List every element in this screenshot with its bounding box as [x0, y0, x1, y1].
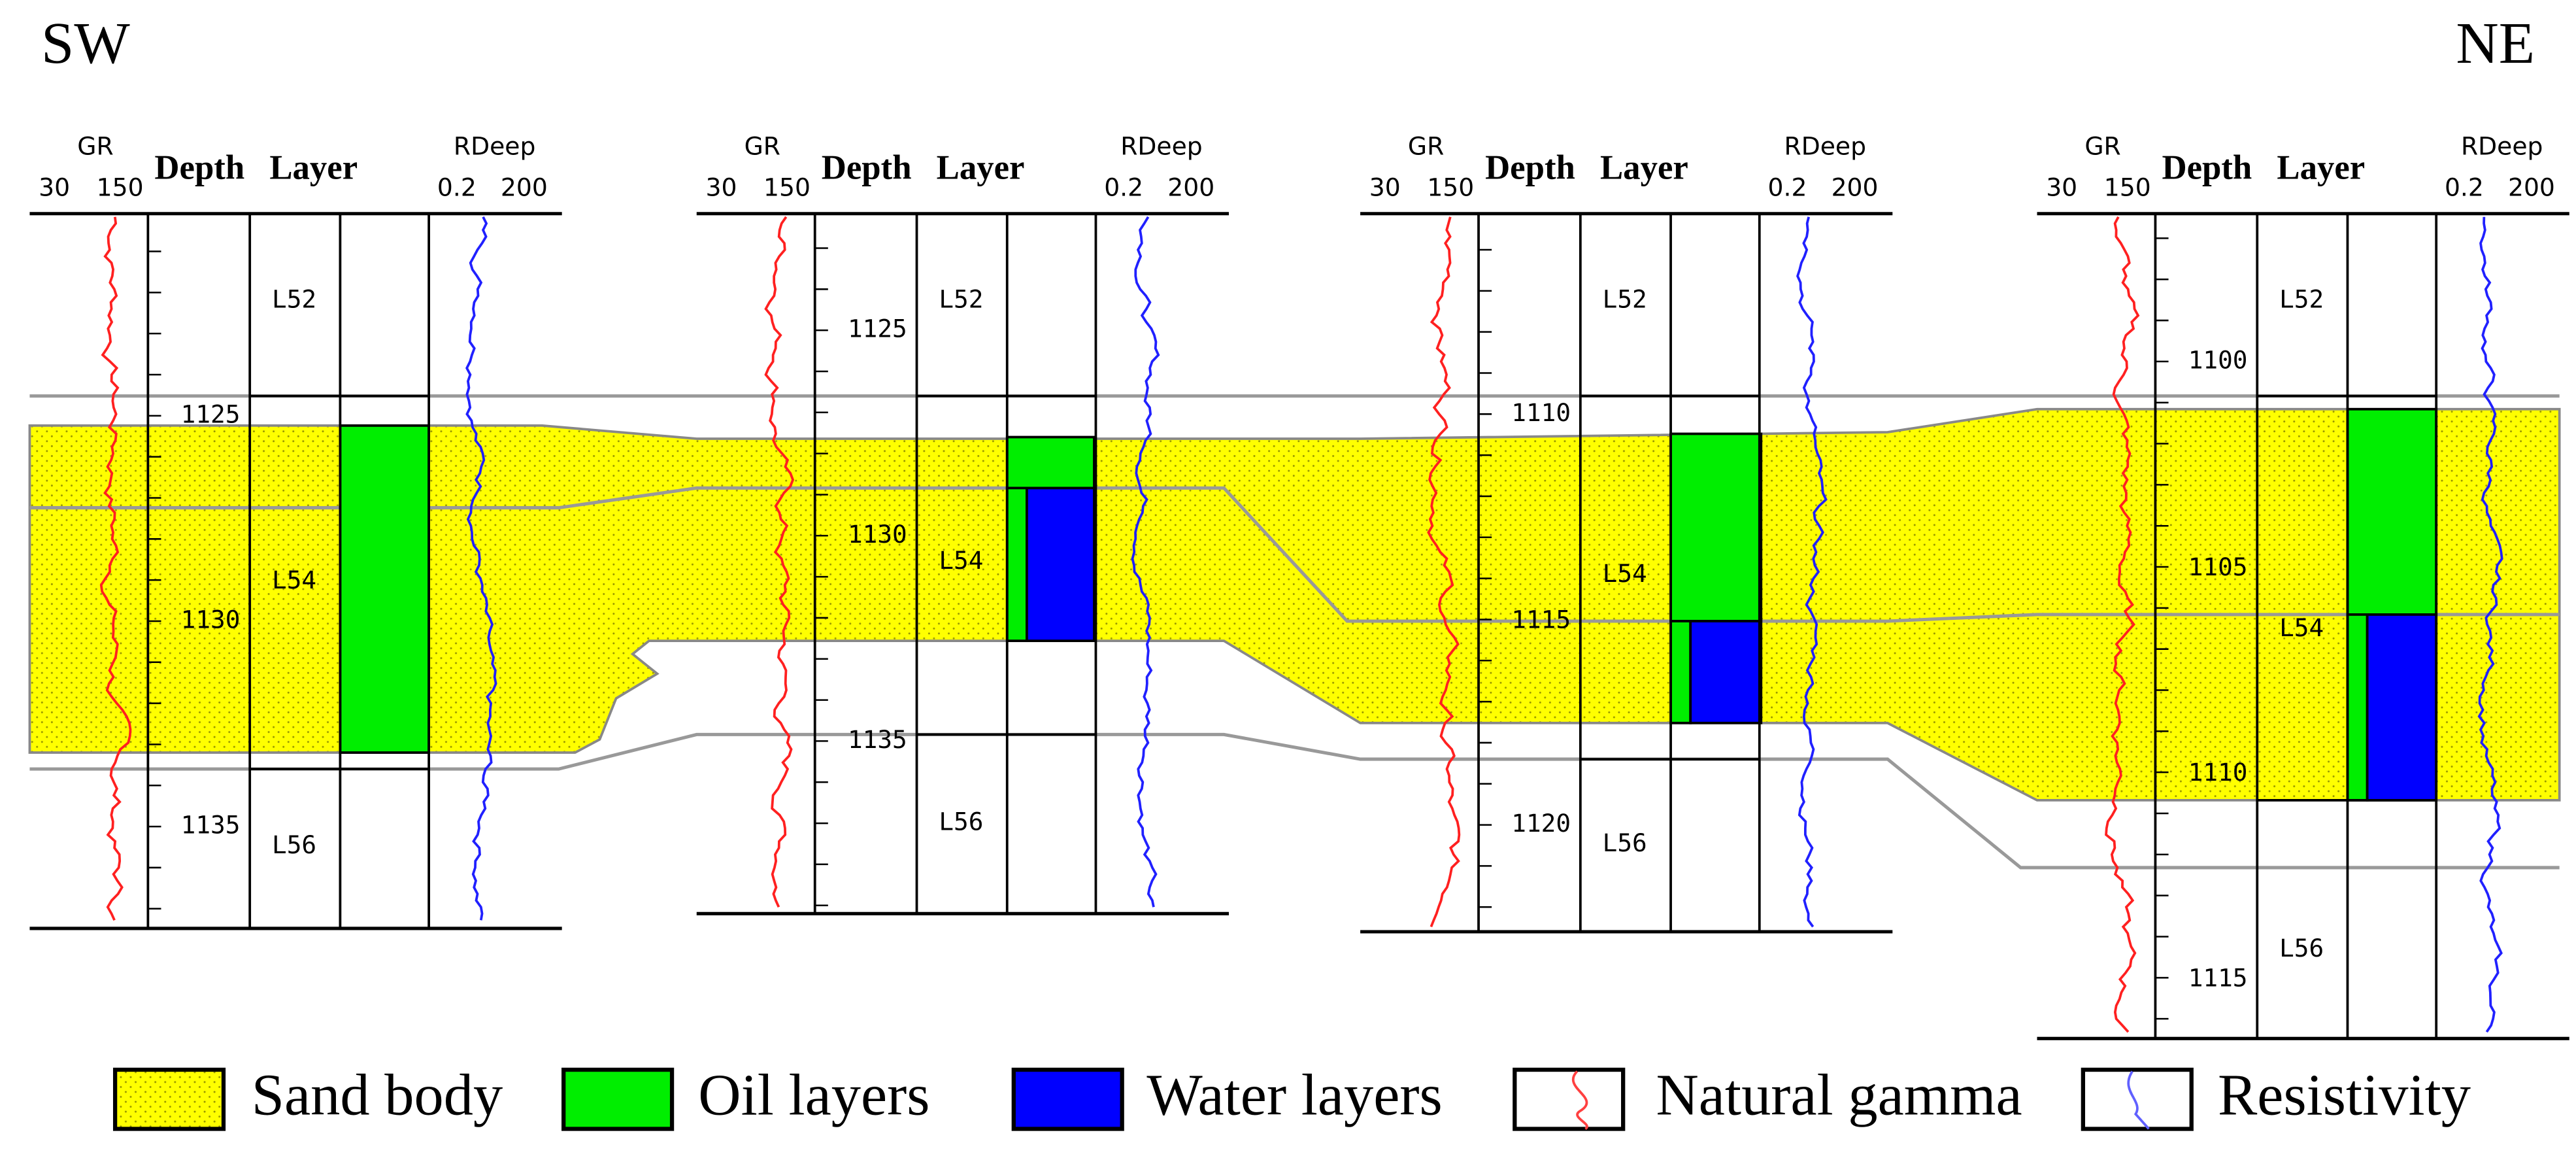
fluid-layer — [1669, 432, 1763, 622]
legend-label: Sand body — [252, 1062, 503, 1128]
rdeep-min: 0.2 — [1768, 173, 1807, 202]
gr-min: 30 — [2046, 173, 2077, 202]
direction-label: NE — [2456, 10, 2535, 76]
layer-label: L54 — [2279, 613, 2324, 642]
gr-label: GR — [2084, 132, 2120, 161]
layer-label: L52 — [1603, 284, 1647, 313]
depth-label: 1135 — [848, 725, 907, 754]
rdeep-label: RDeep — [1784, 132, 1867, 161]
gr-max: 150 — [1427, 173, 1474, 202]
fluid-layer — [1005, 486, 1028, 643]
fluid-layer — [2366, 613, 2438, 802]
log-curve — [99, 216, 132, 921]
rdeep-max: 200 — [1832, 173, 1879, 202]
gr-label: GR — [77, 132, 113, 161]
depth-header: Depth — [154, 148, 244, 186]
legend-label: Resistivity — [2218, 1062, 2471, 1128]
legend-curve — [1571, 1070, 1588, 1130]
fluid-layer — [2346, 407, 2438, 616]
fluid-layer — [1689, 620, 1763, 724]
layer-header: Layer — [269, 148, 358, 186]
direction-label: SW — [41, 10, 130, 76]
depth-header: Depth — [1485, 148, 1575, 186]
gr-label: GR — [744, 132, 780, 161]
layer-label: L56 — [939, 808, 983, 836]
gr-label: GR — [1408, 132, 1444, 161]
rdeep-max: 200 — [1167, 173, 1214, 202]
layer-label: L52 — [272, 284, 316, 313]
depth-label: 1100 — [2188, 345, 2248, 374]
gr-min: 30 — [705, 173, 737, 202]
layer-header: Layer — [2277, 148, 2365, 186]
legend-swatch — [1513, 1067, 1626, 1131]
layer-header: Layer — [937, 148, 1025, 186]
gr-max: 150 — [763, 173, 811, 202]
rdeep-min: 0.2 — [437, 173, 477, 202]
log-curve — [465, 216, 497, 921]
log-curve — [1131, 216, 1160, 908]
depth-header: Depth — [822, 148, 912, 186]
layer-label: L56 — [1603, 828, 1647, 857]
depth-label: 1125 — [181, 400, 241, 428]
rdeep-label: RDeep — [1120, 132, 1203, 161]
gr-max: 150 — [97, 173, 144, 202]
legend-label: Oil layers — [698, 1062, 929, 1128]
legend-label: Natural gamma — [1656, 1062, 2022, 1128]
depth-label: 1110 — [2188, 758, 2248, 787]
depth-label: 1135 — [181, 811, 241, 840]
rdeep-label: RDeep — [2461, 132, 2543, 161]
log-curve — [2105, 216, 2140, 1033]
layer-label: L56 — [272, 830, 316, 859]
depth-label: 1120 — [1511, 809, 1571, 838]
fluid-layer — [1005, 435, 1096, 490]
depth-label: 1105 — [2188, 552, 2248, 581]
log-curve — [2477, 216, 2503, 1033]
rdeep-max: 200 — [2508, 173, 2555, 202]
rdeep-min: 0.2 — [2445, 173, 2484, 202]
rdeep-max: 200 — [501, 173, 548, 202]
log-curve — [1796, 216, 1828, 928]
depth-label: 1115 — [1511, 605, 1571, 634]
sand-body — [28, 407, 2561, 802]
legend-curve — [2127, 1070, 2150, 1130]
layer-label: L54 — [939, 546, 983, 575]
gr-max: 150 — [2104, 173, 2151, 202]
depth-label: 1110 — [1511, 398, 1571, 427]
log-curve — [1427, 216, 1461, 928]
legend-swatch — [1011, 1067, 1124, 1131]
gr-min: 30 — [39, 173, 70, 202]
depth-label: 1130 — [848, 520, 907, 549]
fluid-layer — [1026, 486, 1096, 643]
depth-label: 1125 — [848, 314, 907, 343]
layer-label: L52 — [939, 284, 983, 313]
layer-label: L56 — [2279, 934, 2324, 962]
layer-boundaries — [29, 394, 2560, 870]
fluid-layer — [2346, 613, 2369, 802]
fluid-layer — [1669, 620, 1692, 724]
legend-swatch — [561, 1067, 675, 1131]
legend-label: Water layers — [1146, 1062, 1442, 1128]
fluid-layer — [339, 424, 431, 754]
layer-label: L52 — [2279, 284, 2324, 313]
depth-label: 1115 — [2188, 963, 2248, 992]
layer-label: L54 — [1603, 559, 1647, 588]
legend-swatch — [112, 1067, 226, 1131]
rdeep-label: RDeep — [454, 132, 536, 161]
layer-label: L54 — [272, 566, 316, 594]
depth-header: Depth — [2162, 148, 2252, 186]
rdeep-min: 0.2 — [1104, 173, 1143, 202]
depth-label: 1130 — [181, 605, 241, 634]
layer-header: Layer — [1600, 148, 1688, 186]
gr-min: 30 — [1369, 173, 1401, 202]
legend-swatch — [2081, 1067, 2194, 1131]
log-curve — [764, 216, 795, 908]
